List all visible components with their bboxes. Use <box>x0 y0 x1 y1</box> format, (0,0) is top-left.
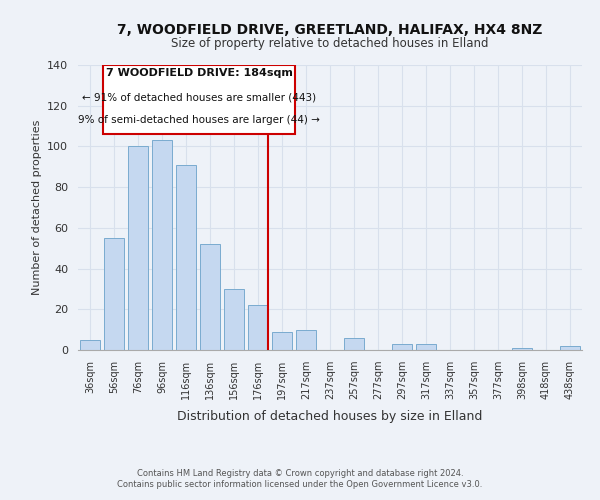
Text: Contains public sector information licensed under the Open Government Licence v3: Contains public sector information licen… <box>118 480 482 489</box>
Bar <box>416 344 436 350</box>
Bar <box>560 346 580 350</box>
X-axis label: Distribution of detached houses by size in Elland: Distribution of detached houses by size … <box>178 410 482 424</box>
Bar <box>392 344 412 350</box>
Text: 9% of semi-detached houses are larger (44) →: 9% of semi-detached houses are larger (4… <box>78 115 320 125</box>
Text: 7, WOODFIELD DRIVE, GREETLAND, HALIFAX, HX4 8NZ: 7, WOODFIELD DRIVE, GREETLAND, HALIFAX, … <box>118 22 542 36</box>
Bar <box>200 244 220 350</box>
Bar <box>296 330 316 350</box>
Bar <box>344 338 364 350</box>
Y-axis label: Number of detached properties: Number of detached properties <box>32 120 41 295</box>
Bar <box>272 332 292 350</box>
Bar <box>80 340 100 350</box>
Text: Contains HM Land Registry data © Crown copyright and database right 2024.: Contains HM Land Registry data © Crown c… <box>137 468 463 477</box>
Bar <box>248 305 268 350</box>
Bar <box>512 348 532 350</box>
FancyBboxPatch shape <box>103 65 295 134</box>
Bar <box>152 140 172 350</box>
Text: 7 WOODFIELD DRIVE: 184sqm: 7 WOODFIELD DRIVE: 184sqm <box>106 68 293 78</box>
Text: Size of property relative to detached houses in Elland: Size of property relative to detached ho… <box>171 38 489 51</box>
Bar <box>104 238 124 350</box>
Bar <box>176 165 196 350</box>
Bar <box>224 289 244 350</box>
Text: ← 91% of detached houses are smaller (443): ← 91% of detached houses are smaller (44… <box>82 92 316 102</box>
Bar <box>128 146 148 350</box>
